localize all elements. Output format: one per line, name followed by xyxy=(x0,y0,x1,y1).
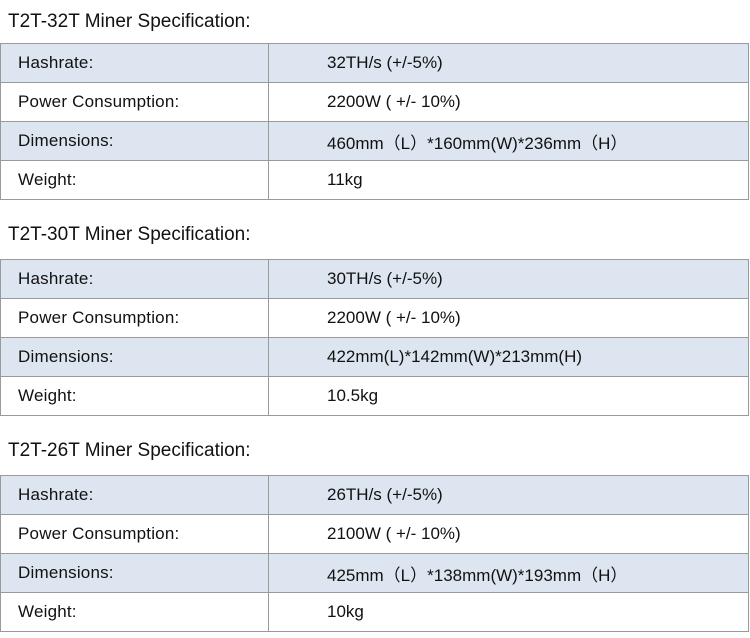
table-body: Hashrate: 26TH/s (+/-5%) Power Consumption… xyxy=(0,475,749,632)
spec-label: Hashrate: xyxy=(0,259,269,299)
spec-row: Hashrate: 26TH/s (+/-5%) xyxy=(0,475,749,515)
spec-row: Weight: 10.5kg xyxy=(0,376,749,416)
spec-value: 26TH/s (+/-5%) xyxy=(268,475,749,515)
spec-row: Weight: 11kg xyxy=(0,160,749,200)
spec-label: Power Consumption: xyxy=(0,298,269,338)
spec-row: Power Consumption: 2200W ( +/- 10%) xyxy=(0,82,749,122)
spec-section: T2T-32T Miner Specification: Hashrate: 32T… xyxy=(0,0,750,200)
spec-value: 32TH/s (+/-5%) xyxy=(268,43,749,83)
spec-row: Weight: 10kg xyxy=(0,592,749,632)
spec-label: Dimensions: xyxy=(0,337,269,377)
spec-table: Hashrate: 26TH/s (+/-5%) Power Consumption… xyxy=(0,475,749,632)
section-title: T2T-32T Miner Specification: xyxy=(8,11,251,32)
spec-label: Dimensions: xyxy=(0,121,269,161)
spec-value: 2200W ( +/- 10%) xyxy=(268,82,749,122)
spec-label: Power Consumption: xyxy=(0,82,269,122)
table-body: Hashrate: 32TH/s (+/-5%) Power Consumption… xyxy=(0,43,749,200)
spec-row: Dimensions: 425mm（L）*138mm(W)*193mm（H） xyxy=(0,553,749,593)
spec-label: Hashrate: xyxy=(0,43,269,83)
spec-value: 422mm(L)*142mm(W)*213mm(H) xyxy=(268,337,749,377)
spec-table: Hashrate: 30TH/s (+/-5%) Power Consumption… xyxy=(0,259,749,416)
table-body: Hashrate: 30TH/s (+/-5%) Power Consumption… xyxy=(0,259,749,416)
spec-row: Hashrate: 30TH/s (+/-5%) xyxy=(0,259,749,299)
spec-value: 460mm（L）*160mm(W)*236mm（H） xyxy=(268,121,749,161)
spec-label: Weight: xyxy=(0,376,269,416)
spec-label: Dimensions: xyxy=(0,553,269,593)
spec-row: Power Consumption: 2200W ( +/- 10%) xyxy=(0,298,749,338)
spec-value: 10.5kg xyxy=(268,376,749,416)
section-title: T2T-30T Miner Specification: xyxy=(8,224,251,245)
spec-row: Power Consumption: 2100W ( +/- 10%) xyxy=(0,514,749,554)
spec-table: Hashrate: 32TH/s (+/-5%) Power Consumption… xyxy=(0,43,749,200)
spec-value: 2200W ( +/- 10%) xyxy=(268,298,749,338)
spec-row: Dimensions: 422mm(L)*142mm(W)*213mm(H) xyxy=(0,337,749,377)
spec-section: T2T-30T Miner Specification: Hashrate: 30T… xyxy=(0,200,750,416)
spec-row: Hashrate: 32TH/s (+/-5%) xyxy=(0,43,749,83)
section-title: T2T-26T Miner Specification: xyxy=(8,440,251,461)
spec-value: 2100W ( +/- 10%) xyxy=(268,514,749,554)
spec-label: Weight: xyxy=(0,160,269,200)
spec-value: 10kg xyxy=(268,592,749,632)
spec-label: Hashrate: xyxy=(0,475,269,515)
spec-section: T2T-26T Miner Specification: Hashrate: 26T… xyxy=(0,416,750,632)
spec-value: 30TH/s (+/-5%) xyxy=(268,259,749,299)
spec-label: Weight: xyxy=(0,592,269,632)
spec-label: Power Consumption: xyxy=(0,514,269,554)
spec-value: 11kg xyxy=(268,160,749,200)
spec-row: Dimensions: 460mm（L）*160mm(W)*236mm（H） xyxy=(0,121,749,161)
spec-value: 425mm（L）*138mm(W)*193mm（H） xyxy=(268,553,749,593)
